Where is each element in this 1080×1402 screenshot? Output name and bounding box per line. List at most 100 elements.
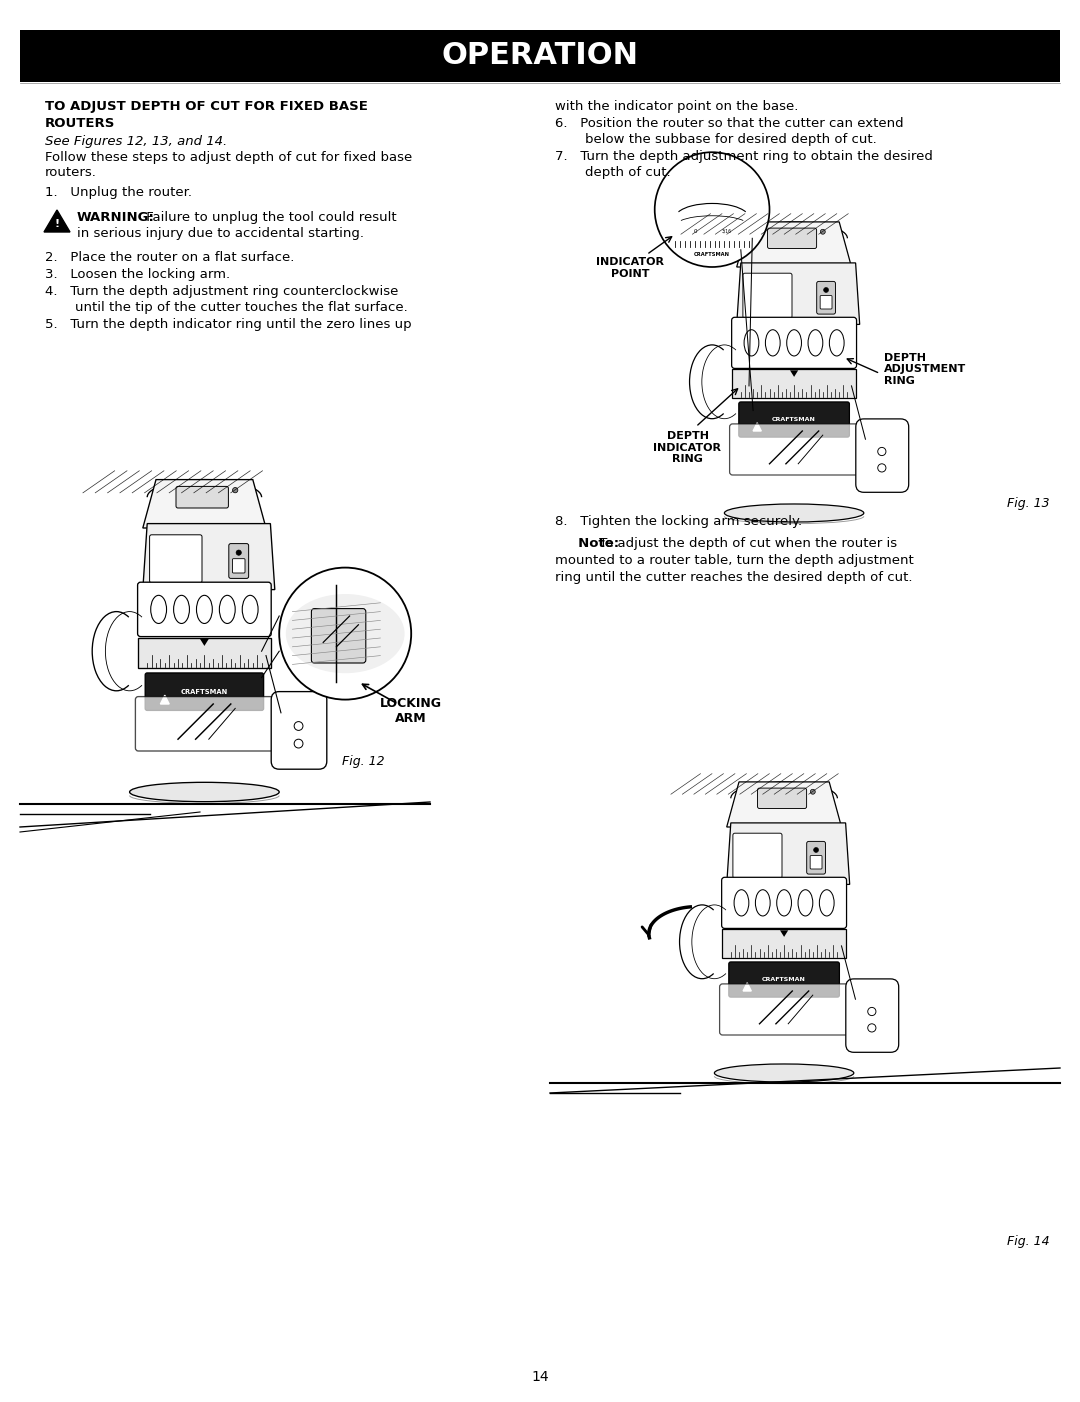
Text: 1.   Unplug the router.: 1. Unplug the router. xyxy=(45,186,192,199)
Text: TO ADJUST DEPTH OF CUT FOR FIXED BASE: TO ADJUST DEPTH OF CUT FOR FIXED BASE xyxy=(45,100,368,114)
FancyBboxPatch shape xyxy=(846,979,899,1053)
Circle shape xyxy=(654,153,769,266)
FancyBboxPatch shape xyxy=(743,273,792,318)
Polygon shape xyxy=(737,222,851,266)
Ellipse shape xyxy=(130,782,280,802)
Text: LOCKING
ARM: LOCKING ARM xyxy=(380,697,442,725)
Text: 6.   Position the router so that the cutter can extend: 6. Position the router so that the cutte… xyxy=(555,116,904,130)
Text: 5.   Turn the depth indicator ring until the zero lines up: 5. Turn the depth indicator ring until t… xyxy=(45,318,411,331)
Polygon shape xyxy=(743,983,752,991)
Polygon shape xyxy=(780,931,788,937)
Text: mounted to a router table, turn the depth adjustment: mounted to a router table, turn the dept… xyxy=(555,554,914,566)
Circle shape xyxy=(878,447,886,456)
FancyBboxPatch shape xyxy=(719,984,849,1035)
Ellipse shape xyxy=(766,329,780,356)
Ellipse shape xyxy=(808,329,823,356)
FancyBboxPatch shape xyxy=(729,962,839,997)
Text: 2.   Place the router on a flat surface.: 2. Place the router on a flat surface. xyxy=(45,251,295,264)
Text: To adjust the depth of cut when the router is: To adjust the depth of cut when the rout… xyxy=(595,537,897,550)
Polygon shape xyxy=(737,264,860,324)
FancyBboxPatch shape xyxy=(732,369,855,398)
Circle shape xyxy=(810,789,815,794)
Circle shape xyxy=(294,722,303,730)
Text: CRAFTSMAN: CRAFTSMAN xyxy=(180,688,228,694)
FancyBboxPatch shape xyxy=(723,930,846,958)
FancyBboxPatch shape xyxy=(820,296,832,308)
FancyBboxPatch shape xyxy=(810,855,822,869)
Text: Fig. 12: Fig. 12 xyxy=(342,756,384,768)
Polygon shape xyxy=(143,523,274,590)
FancyBboxPatch shape xyxy=(137,582,271,637)
Ellipse shape xyxy=(777,890,792,916)
Ellipse shape xyxy=(798,890,813,916)
FancyBboxPatch shape xyxy=(807,841,825,873)
Polygon shape xyxy=(727,823,850,885)
Polygon shape xyxy=(44,210,70,231)
Ellipse shape xyxy=(725,503,864,522)
Text: until the tip of the cutter touches the flat surface.: until the tip of the cutter touches the … xyxy=(75,301,408,314)
Circle shape xyxy=(237,550,241,555)
Text: CRAFTSMAN: CRAFTSMAN xyxy=(772,416,816,422)
Text: 3.   Loosen the locking arm.: 3. Loosen the locking arm. xyxy=(45,268,230,280)
Ellipse shape xyxy=(744,329,759,356)
Circle shape xyxy=(294,739,303,749)
Text: 0: 0 xyxy=(694,229,698,234)
FancyBboxPatch shape xyxy=(768,229,816,248)
Text: Fig. 14: Fig. 14 xyxy=(1008,1235,1050,1248)
Ellipse shape xyxy=(755,890,770,916)
Text: in serious injury due to accidental starting.: in serious injury due to accidental star… xyxy=(77,227,364,240)
Text: See Figures 12, 13, and 14.: See Figures 12, 13, and 14. xyxy=(45,135,227,149)
FancyBboxPatch shape xyxy=(150,534,202,583)
Text: INDICATOR
POINT: INDICATOR POINT xyxy=(596,257,664,279)
Text: ring until the cutter reaches the desired depth of cut.: ring until the cutter reaches the desire… xyxy=(555,571,913,585)
Text: CRAFTSMAN: CRAFTSMAN xyxy=(694,252,730,257)
Text: Fig. 13: Fig. 13 xyxy=(1008,496,1050,510)
Circle shape xyxy=(821,230,825,234)
Text: DEPTH
INDICATOR
RING: DEPTH INDICATOR RING xyxy=(653,430,721,464)
Circle shape xyxy=(878,464,886,472)
FancyBboxPatch shape xyxy=(739,402,849,437)
Text: OPERATION: OPERATION xyxy=(442,42,638,70)
FancyBboxPatch shape xyxy=(730,423,859,475)
Text: routers.: routers. xyxy=(45,165,97,179)
Ellipse shape xyxy=(174,596,189,624)
Text: 4.   Turn the depth adjustment ring counterclockwise: 4. Turn the depth adjustment ring counte… xyxy=(45,285,399,299)
Ellipse shape xyxy=(829,329,845,356)
Text: 3/16: 3/16 xyxy=(721,229,732,234)
Text: WARNING:: WARNING: xyxy=(77,210,154,224)
Text: depth of cut.: depth of cut. xyxy=(585,165,671,179)
Polygon shape xyxy=(727,782,841,827)
Text: !: ! xyxy=(54,219,59,229)
Ellipse shape xyxy=(197,596,213,624)
Polygon shape xyxy=(200,639,208,646)
Polygon shape xyxy=(789,370,798,377)
FancyBboxPatch shape xyxy=(311,608,366,663)
Text: ROUTERS: ROUTERS xyxy=(45,116,116,130)
Text: 8.   Tighten the locking arm securely.: 8. Tighten the locking arm securely. xyxy=(555,515,802,529)
Text: Failure to unplug the tool could result: Failure to unplug the tool could result xyxy=(141,210,396,224)
Text: DEPTH
ADJUSTMENT
RING: DEPTH ADJUSTMENT RING xyxy=(885,353,967,386)
Text: Note:: Note: xyxy=(555,537,619,550)
FancyBboxPatch shape xyxy=(731,317,856,369)
FancyBboxPatch shape xyxy=(757,788,807,809)
Polygon shape xyxy=(143,479,266,529)
FancyBboxPatch shape xyxy=(145,673,264,711)
Circle shape xyxy=(232,488,238,492)
Polygon shape xyxy=(753,423,761,430)
FancyBboxPatch shape xyxy=(271,691,327,770)
Circle shape xyxy=(824,287,828,293)
Ellipse shape xyxy=(786,329,801,356)
Ellipse shape xyxy=(734,890,748,916)
FancyBboxPatch shape xyxy=(721,878,847,928)
Polygon shape xyxy=(161,695,170,704)
Ellipse shape xyxy=(820,890,834,916)
Bar xyxy=(21,29,1059,81)
Ellipse shape xyxy=(219,596,235,624)
Circle shape xyxy=(813,847,819,852)
Ellipse shape xyxy=(286,594,405,673)
Text: 7.   Turn the depth adjustment ring to obtain the desired: 7. Turn the depth adjustment ring to obt… xyxy=(555,150,933,163)
Text: below the subbase for desired depth of cut.: below the subbase for desired depth of c… xyxy=(585,133,877,146)
FancyBboxPatch shape xyxy=(816,282,836,314)
Text: with the indicator point on the base.: with the indicator point on the base. xyxy=(555,100,798,114)
Text: CRAFTSMAN: CRAFTSMAN xyxy=(762,977,806,981)
